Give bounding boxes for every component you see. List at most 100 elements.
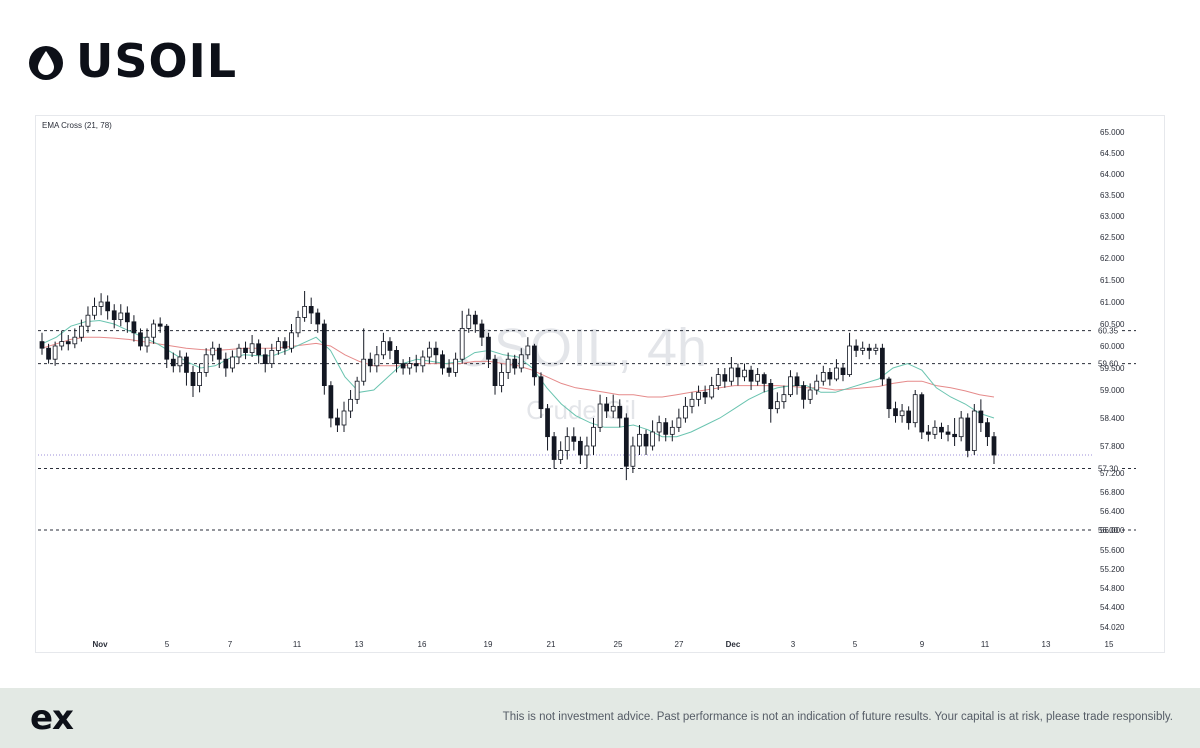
candle-body <box>985 422 990 438</box>
candle-body <box>919 394 925 433</box>
ema-fast-line <box>41 319 995 438</box>
candle-body <box>939 426 944 433</box>
candle-body <box>295 316 301 334</box>
y-tick-label: 62.000 <box>1100 254 1125 263</box>
candle-body <box>275 341 281 351</box>
candle-body <box>689 398 695 407</box>
candle-body <box>886 378 892 410</box>
candle-body <box>131 321 137 334</box>
candle-body <box>65 341 71 345</box>
candle-body <box>138 332 143 347</box>
candle-body <box>170 358 176 367</box>
candle-body <box>505 358 511 373</box>
y-tick-label: 57.200 <box>1100 469 1125 478</box>
x-tick-label: 21 <box>547 640 556 649</box>
candle-body <box>965 417 971 451</box>
candle-body <box>840 367 846 375</box>
candle-body <box>308 305 314 314</box>
candle-body <box>459 327 465 360</box>
candle-body <box>72 336 78 345</box>
candle-body <box>367 358 373 367</box>
candle-body <box>39 341 45 349</box>
y-tick-label: 61.000 <box>1100 298 1125 307</box>
candle-body <box>282 341 288 349</box>
candle-body <box>834 367 839 380</box>
y-tick-label: 54.020 <box>1100 623 1125 632</box>
candle-body <box>354 380 360 400</box>
candle-body <box>958 417 964 438</box>
candle-body <box>669 426 675 435</box>
x-tick-label: 11 <box>981 640 990 649</box>
x-tick-label: 11 <box>293 640 302 649</box>
candle-body <box>492 358 498 386</box>
candle-body <box>98 301 104 307</box>
candle-body <box>446 367 452 373</box>
candle-body <box>768 382 774 410</box>
candle-body <box>774 401 780 410</box>
candle-body <box>433 347 439 356</box>
candle-body <box>302 305 307 318</box>
y-tick-label: 56.800 <box>1100 488 1125 497</box>
candle-body <box>906 410 912 424</box>
candle-body <box>164 325 170 360</box>
candle-body <box>597 403 603 428</box>
candle-body <box>794 376 800 386</box>
y-tick-label: 54.400 <box>1100 603 1125 612</box>
candle-body <box>85 314 91 327</box>
oil-drop-icon <box>29 46 63 80</box>
candle-body <box>92 305 97 316</box>
y-tick-label: 54.800 <box>1100 584 1125 593</box>
candle-body <box>623 417 629 467</box>
candle-body <box>893 408 898 417</box>
x-tick-label: 13 <box>1042 640 1051 649</box>
indicator-label: EMA Cross (21, 78) <box>42 121 112 130</box>
candle-body <box>466 314 472 329</box>
candle-body <box>210 347 216 356</box>
candle-body <box>341 410 347 426</box>
candle-body <box>571 436 577 442</box>
candle-body <box>538 376 544 410</box>
candle-body <box>853 345 859 351</box>
candle-body <box>499 371 504 386</box>
candle-body <box>532 345 537 378</box>
x-tick-label: 5 <box>165 640 170 649</box>
candle-body <box>381 341 386 356</box>
y-tick-label: 56.000 <box>1100 526 1125 535</box>
ema-slow-line <box>41 336 995 398</box>
candle-body <box>709 385 715 398</box>
candle-body <box>440 354 445 369</box>
candle-body <box>453 358 458 373</box>
candle-body <box>512 358 518 369</box>
candle-body <box>827 371 833 380</box>
level-label: 56.00 <box>1098 526 1119 535</box>
candle-body <box>197 371 202 386</box>
candle-body <box>216 347 222 360</box>
candle-body <box>46 347 51 360</box>
y-tick-label: 58.400 <box>1100 414 1125 423</box>
candle-body <box>144 336 150 347</box>
candle-body <box>256 343 262 356</box>
candle-body <box>880 347 885 380</box>
ex-logo[interactable]: ex <box>30 698 74 738</box>
candle-body <box>630 445 636 467</box>
candle-body <box>663 422 669 435</box>
candle-body <box>124 312 130 323</box>
candle-body <box>676 417 682 428</box>
candle-body <box>814 380 820 391</box>
candle-body <box>847 345 852 376</box>
candle-body <box>683 405 688 419</box>
candle-body <box>637 433 642 447</box>
x-tick-label: 5 <box>853 640 858 649</box>
y-tick-label: 63.000 <box>1100 212 1125 221</box>
candle-body <box>912 394 918 424</box>
candle-body <box>236 347 242 358</box>
candle-body <box>420 356 426 367</box>
candle-body <box>407 363 413 369</box>
chart-panel[interactable]: USOIL, 4h Crude Oil EMA Cross (21, 78) 65.0… <box>35 115 1165 653</box>
candle-body <box>472 314 478 325</box>
y-tick-label: 63.500 <box>1100 191 1125 200</box>
candle-body <box>190 371 196 386</box>
x-tick-label: 15 <box>1105 640 1114 649</box>
candle-body <box>262 354 268 365</box>
